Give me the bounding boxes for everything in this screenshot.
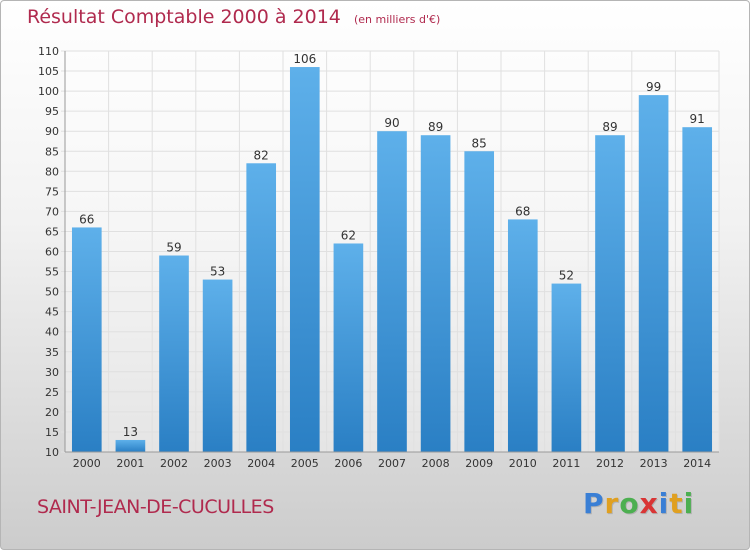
logo-letter: i (683, 487, 695, 520)
bar-value-label: 91 (690, 112, 705, 126)
x-tick-label: 2007 (378, 457, 406, 470)
x-tick-label: 2010 (509, 457, 537, 470)
bar (289, 67, 320, 452)
logo-letter: i (658, 487, 670, 520)
y-tick-label: 85 (45, 145, 59, 158)
proxiti-logo[interactable]: Proxiti (583, 487, 694, 520)
bar (159, 255, 189, 452)
y-tick-label: 90 (45, 125, 59, 138)
x-tick-label: 2014 (683, 457, 711, 470)
logo-letter: P (583, 487, 605, 520)
bar-value-label: 13 (123, 425, 138, 439)
x-tick-label: 2001 (116, 457, 144, 470)
bar (333, 243, 364, 452)
bar (246, 163, 277, 452)
bar-value-label: 59 (166, 241, 181, 255)
y-tick-label: 20 (45, 406, 59, 419)
x-tick-label: 2012 (596, 457, 624, 470)
x-tick-label: 2003 (204, 457, 232, 470)
x-tick-label: 2005 (291, 457, 319, 470)
y-tick-label: 25 (45, 386, 59, 399)
bar (682, 127, 713, 452)
x-tick-label: 2008 (422, 457, 450, 470)
y-tick-label: 15 (45, 426, 59, 439)
y-tick-label: 75 (45, 185, 59, 198)
bar (71, 227, 102, 452)
bar (377, 131, 407, 452)
commune-name: SAINT-JEAN-DE-CUCULLES (37, 496, 274, 518)
y-tick-label: 65 (45, 225, 59, 238)
bar (420, 135, 451, 452)
bar-value-label: 99 (646, 80, 661, 94)
bar-value-label: 85 (472, 136, 487, 150)
logo-letter: t (669, 487, 684, 520)
y-tick-label: 105 (38, 65, 59, 78)
x-tick-label: 2009 (465, 457, 493, 470)
bar (595, 135, 625, 452)
y-tick-label: 50 (45, 286, 59, 299)
bar-value-label: 66 (79, 212, 94, 226)
bar-value-label: 53 (210, 265, 225, 279)
x-tick-label: 2006 (334, 457, 362, 470)
bar-value-label: 62 (341, 228, 356, 242)
x-tick-label: 2011 (552, 457, 580, 470)
bar-value-label: 52 (559, 269, 574, 283)
bar (638, 95, 669, 453)
bar-value-label: 90 (384, 116, 399, 130)
y-tick-label: 95 (45, 105, 59, 118)
chart-unit: (en milliers d'€) (353, 13, 441, 26)
bar-value-label: 68 (515, 204, 530, 218)
bar-value-label: 82 (254, 148, 269, 162)
bar (507, 219, 538, 452)
logo-letter: x (639, 487, 659, 520)
y-tick-label: 80 (45, 165, 59, 178)
x-tick-label: 2000 (73, 457, 101, 470)
logo-letter: o (619, 487, 640, 520)
y-tick-label: 100 (38, 85, 59, 98)
bar (115, 439, 146, 452)
y-tick-label: 45 (45, 306, 59, 319)
y-tick-label: 55 (45, 266, 59, 279)
bar-value-label: 106 (293, 52, 316, 66)
x-tick-label: 2004 (247, 457, 275, 470)
bar (551, 283, 582, 452)
chart-title: Résultat Comptable 2000 à 2014 (27, 6, 341, 28)
y-tick-label: 60 (45, 246, 59, 259)
bar (464, 151, 495, 452)
bar-value-label: 89 (428, 120, 443, 134)
bar (202, 279, 233, 452)
x-tick-label: 2013 (640, 457, 668, 470)
y-tick-label: 10 (45, 446, 59, 459)
x-tick-label: 2002 (160, 457, 188, 470)
y-tick-label: 30 (45, 366, 59, 379)
chart-title-row: Résultat Comptable 2000 à 2014 (en milli… (27, 6, 440, 28)
y-tick-label: 40 (45, 326, 59, 339)
y-tick-label: 70 (45, 205, 59, 218)
logo-letter: r (604, 487, 620, 520)
y-tick-label: 35 (45, 346, 59, 359)
bar-value-label: 89 (602, 120, 617, 134)
y-tick-label: 110 (38, 45, 59, 58)
